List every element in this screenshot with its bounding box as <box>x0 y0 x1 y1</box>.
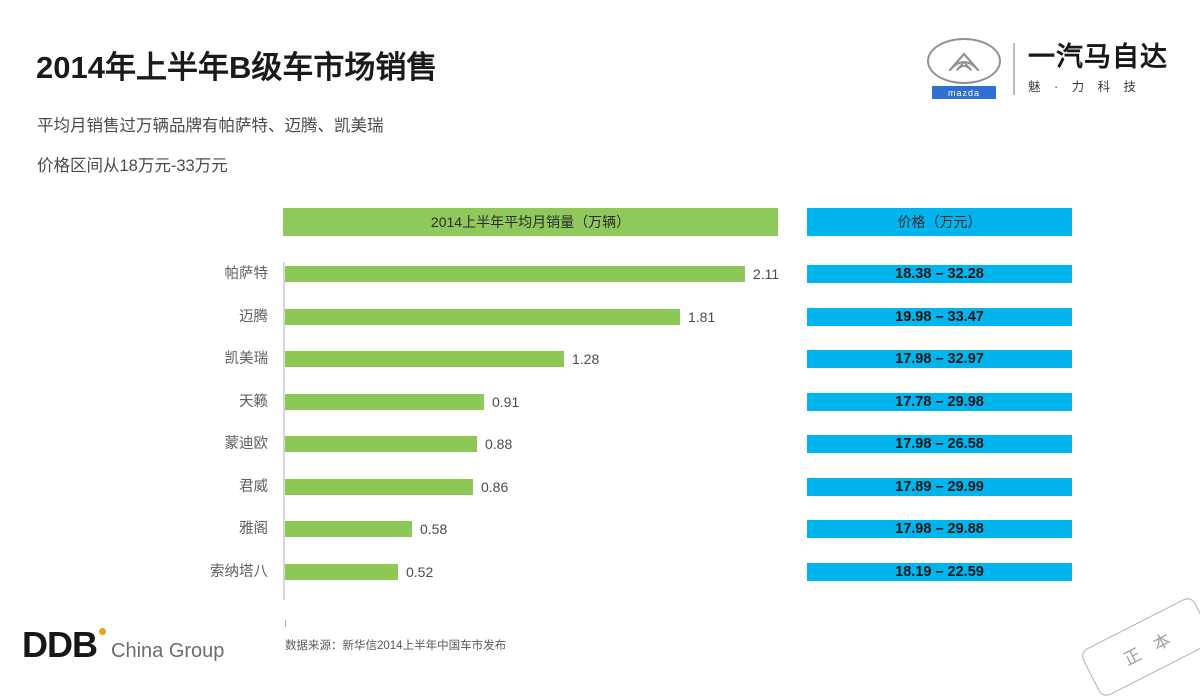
sales-bar <box>285 393 484 410</box>
sales-bar <box>285 351 564 367</box>
row-category-label: 君威 <box>239 478 268 495</box>
chart-row: 蒙迪欧 0.88 17.98 – 26.58 <box>0 432 1200 472</box>
source-tick-mark <box>285 620 286 627</box>
sales-value-label: 2.11 <box>753 266 780 282</box>
ddb-letters: DDB <box>22 624 98 665</box>
ddb-dot-icon <box>99 628 106 635</box>
price-range-bar: 17.98 – 32.97 <box>807 350 1072 368</box>
brand-name-cn: 一汽马自达 <box>1028 42 1168 73</box>
sales-value-label: 1.81 <box>688 308 716 325</box>
row-category-label: 迈腾 <box>239 308 268 325</box>
price-range-bar: 17.78 – 29.98 <box>807 392 1072 411</box>
price-range-bar: 17.98 – 26.58 <box>807 435 1072 453</box>
sales-bar <box>285 436 477 452</box>
ddb-mark-text: DDB <box>22 624 106 665</box>
subtitle-line-2: 价格区间从18万元-33万元 <box>37 157 228 175</box>
page-title: 2014年上半年B级车市场销售 <box>36 50 438 85</box>
row-category-label: 索纳塔八 <box>210 563 268 580</box>
sales-value-label: 0.88 <box>485 436 513 452</box>
sales-bar <box>285 266 745 282</box>
sales-bar <box>285 563 398 580</box>
column-header-price: 价格（万元） <box>807 208 1072 236</box>
mazda-oval-icon <box>927 38 1001 84</box>
price-range-bar: 18.38 – 32.28 <box>807 265 1072 283</box>
price-range-bar: 19.98 – 33.47 <box>807 307 1072 326</box>
sales-value-label: 0.52 <box>406 563 434 580</box>
row-category-label: 蒙迪欧 <box>224 436 269 452</box>
sales-bar <box>285 521 412 537</box>
chart-row: 天籁 0.91 17.78 – 29.98 <box>0 390 1200 430</box>
row-category-label: 雅阁 <box>239 521 268 537</box>
row-category-label: 天籁 <box>239 393 268 410</box>
chart-row: 君威 0.86 17.89 – 29.99 <box>0 475 1200 515</box>
subtitle-line-1: 平均月销售过万辆品牌有帕萨特、迈腾、凯美瑞 <box>37 117 384 135</box>
sales-bar <box>285 308 680 325</box>
ddb-sub-text: China Group <box>111 640 225 662</box>
price-range-bar: 18.19 – 22.59 <box>807 562 1072 581</box>
price-range-bar: 17.89 – 29.99 <box>807 477 1072 496</box>
sales-value-label: 0.58 <box>420 521 448 537</box>
logo-text-block: 一汽马自达 魅 · 力 科 技 <box>1028 43 1168 94</box>
price-range-bar: 17.98 – 29.88 <box>807 520 1072 538</box>
mazda-emblem-icon: mazda <box>927 38 1001 100</box>
chart-row: 迈腾 1.81 19.98 – 33.47 <box>0 305 1200 345</box>
ddb-agency-logo: DDB China Group <box>22 627 224 663</box>
chart-row: 索纳塔八 0.52 18.19 – 22.59 <box>0 560 1200 600</box>
category-axis-line <box>283 262 285 600</box>
sales-value-label: 1.28 <box>572 351 600 367</box>
chart-row: 帕萨特 2.11 18.38 – 32.28 <box>0 262 1200 302</box>
chart-row: 雅阁 0.58 17.98 – 29.88 <box>0 517 1200 557</box>
logo-divider <box>1013 43 1015 95</box>
chart-row: 凯美瑞 1.28 17.98 – 32.97 <box>0 347 1200 387</box>
sales-value-label: 0.86 <box>481 478 509 495</box>
source-note: 数据来源：新华信2014上半年中国车市发布 <box>285 640 507 652</box>
brand-logo: mazda 一汽马自达 魅 · 力 科 技 <box>927 36 1168 102</box>
brand-tagline-cn: 魅 · 力 科 技 <box>1028 79 1142 94</box>
sales-bar <box>285 478 473 495</box>
approval-stamp-watermark: 正本 <box>1079 595 1200 699</box>
row-category-label: 凯美瑞 <box>224 351 269 367</box>
mazda-wordmark: mazda <box>932 86 996 99</box>
column-header-sales: 2014上半年平均月销量（万辆） <box>283 208 778 236</box>
mazda-wing-icon <box>948 52 980 71</box>
row-category-label: 帕萨特 <box>224 266 269 282</box>
sales-value-label: 0.91 <box>492 393 520 410</box>
